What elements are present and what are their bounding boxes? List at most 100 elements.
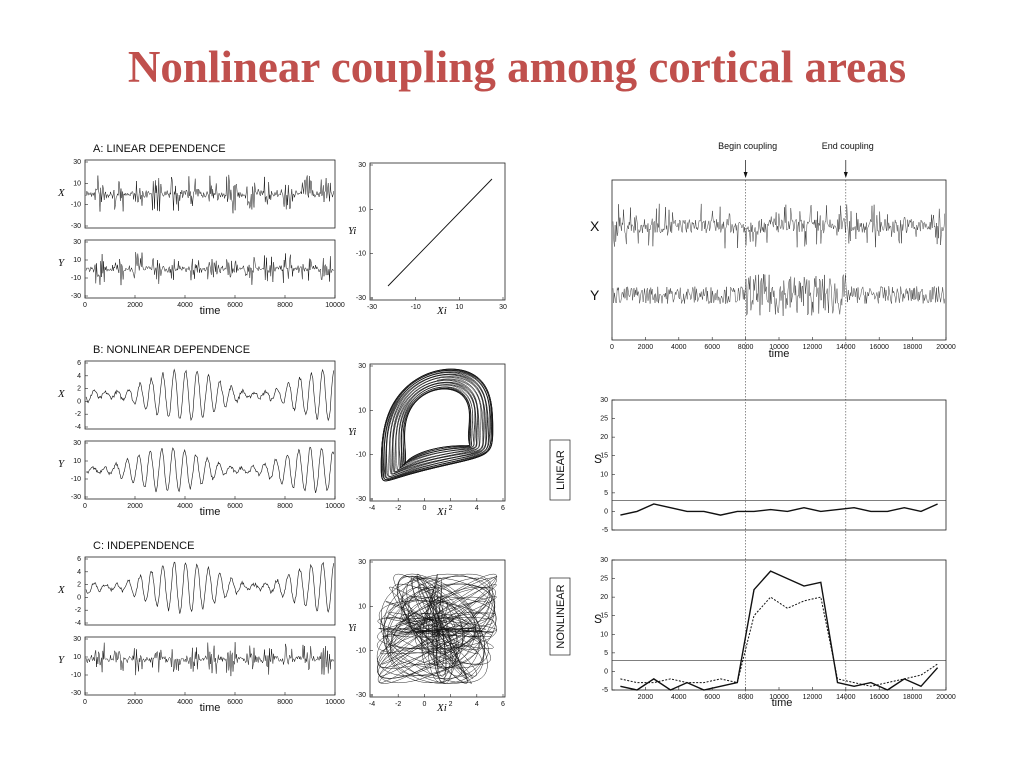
y-tick-label: -10 [71, 476, 81, 483]
x-tick-label: 0 [83, 699, 87, 706]
y-tick-label: -4 [75, 424, 81, 431]
signal-trace [85, 252, 334, 286]
x-tick-label: 8000 [277, 699, 293, 706]
x-tick-label: 14000 [836, 344, 856, 351]
scatter-trace [380, 368, 494, 482]
y-tick-label: 5 [604, 490, 608, 497]
plot-frame [84, 360, 336, 430]
x-tick-label: 10000 [325, 503, 345, 510]
series-name: X [57, 187, 66, 199]
label-box [549, 577, 571, 656]
y-tick-label: -10 [356, 648, 366, 655]
x-tick-label: 16000 [869, 694, 889, 701]
x-tick-label: 12000 [803, 694, 823, 701]
x-tick-label: 0 [610, 344, 614, 351]
x-tick-label: 6000 [227, 699, 243, 706]
signal-trace [85, 368, 335, 422]
annotation: End coupling [822, 141, 874, 151]
series-name: X [57, 584, 66, 596]
y-tick-label: -5 [602, 687, 608, 694]
y-tick-label: 10 [358, 407, 366, 414]
line-series [620, 570, 939, 691]
x-tick-label: 6000 [704, 344, 720, 351]
axis-label: S [594, 452, 602, 466]
scatter-trace [376, 573, 498, 684]
plot-frame [369, 559, 506, 698]
y-tick-label: -10 [71, 672, 81, 679]
x-tick-label: 30 [499, 304, 507, 311]
y-tick-label: 10 [73, 458, 81, 465]
y-tick-label: -30 [356, 295, 366, 302]
x-tick-label: 0 [83, 503, 87, 510]
x-tick-label: 2000 [127, 302, 143, 309]
row-label: NONLINEAR [555, 584, 567, 648]
y-tick-label: 6 [77, 556, 81, 563]
panel-label: C: INDEPENDENCE [93, 540, 194, 552]
y-tick-label: -30 [71, 494, 81, 501]
y-tick-label: 20 [600, 594, 608, 601]
y-tick-label: 4 [77, 373, 81, 380]
label-box [549, 439, 571, 501]
y-tick-label: -30 [71, 293, 81, 300]
y-tick-label: 25 [600, 576, 608, 583]
x-tick-label: 8000 [738, 694, 754, 701]
x-tick-label: 10 [455, 304, 463, 311]
axis-label: Xi [436, 506, 447, 518]
series-name: Y [58, 257, 66, 269]
x-tick-label: 10000 [325, 699, 345, 706]
axis-label: S [594, 612, 602, 626]
signal-trace [85, 174, 335, 214]
signal-trace [612, 203, 945, 249]
y-tick-label: 30 [600, 397, 608, 404]
x-tick-label: 20000 [936, 694, 956, 701]
x-tick-label: 16000 [869, 344, 889, 351]
y-tick-label: 10 [73, 180, 81, 187]
x-tick-label: 12000 [803, 344, 823, 351]
y-tick-label: 30 [73, 159, 81, 166]
x-tick-label: 10000 [325, 302, 345, 309]
plot-frame [84, 440, 336, 500]
x-tick-label: -4 [369, 701, 375, 708]
x-tick-label: 20000 [936, 344, 956, 351]
x-tick-label: 2000 [127, 503, 143, 510]
y-tick-label: 10 [73, 654, 81, 661]
plot-frame [84, 636, 336, 696]
x-tick-label: 4000 [671, 344, 687, 351]
y-tick-label: 0 [604, 508, 608, 515]
x-tick-label: 0 [83, 302, 87, 309]
axis-label: time [769, 348, 790, 360]
signal-trace [85, 561, 335, 614]
x-tick-label: 18000 [903, 694, 923, 701]
scatter-trace [387, 178, 493, 287]
x-tick-label: -4 [369, 505, 375, 512]
annotation: Begin coupling [718, 141, 777, 151]
x-tick-label: 0 [422, 701, 426, 708]
y-tick-label: 0 [604, 668, 608, 675]
axis-label: time [200, 702, 221, 714]
x-tick-label: 2 [449, 505, 453, 512]
y-tick-label: 20 [600, 434, 608, 441]
x-tick-label: 4 [475, 505, 479, 512]
axis-label: Xi [436, 702, 447, 714]
x-tick-label: 6 [501, 701, 505, 708]
axis-label: time [200, 305, 221, 317]
x-tick-label: 4000 [177, 302, 193, 309]
plot-frame [84, 159, 336, 229]
y-tick-label: -2 [75, 607, 81, 614]
panel-label: A: LINEAR DEPENDENCE [93, 143, 226, 155]
axis-label: Yi [348, 426, 356, 438]
series-name: Y [58, 458, 66, 470]
y-tick-label: 10 [358, 206, 366, 213]
y-tick-label: 30 [358, 559, 366, 566]
x-tick-label: 6000 [227, 503, 243, 510]
plot-frame [369, 162, 506, 301]
y-tick-label: 2 [77, 582, 81, 589]
y-tick-label: 30 [73, 239, 81, 246]
y-tick-label: 15 [600, 453, 608, 460]
y-tick-label: 0 [77, 398, 81, 405]
x-tick-label: 6 [501, 505, 505, 512]
x-tick-label: 10000 [769, 694, 789, 701]
y-tick-label: 15 [600, 613, 608, 620]
y-tick-label: -30 [356, 692, 366, 699]
axis-label: time [772, 697, 793, 709]
